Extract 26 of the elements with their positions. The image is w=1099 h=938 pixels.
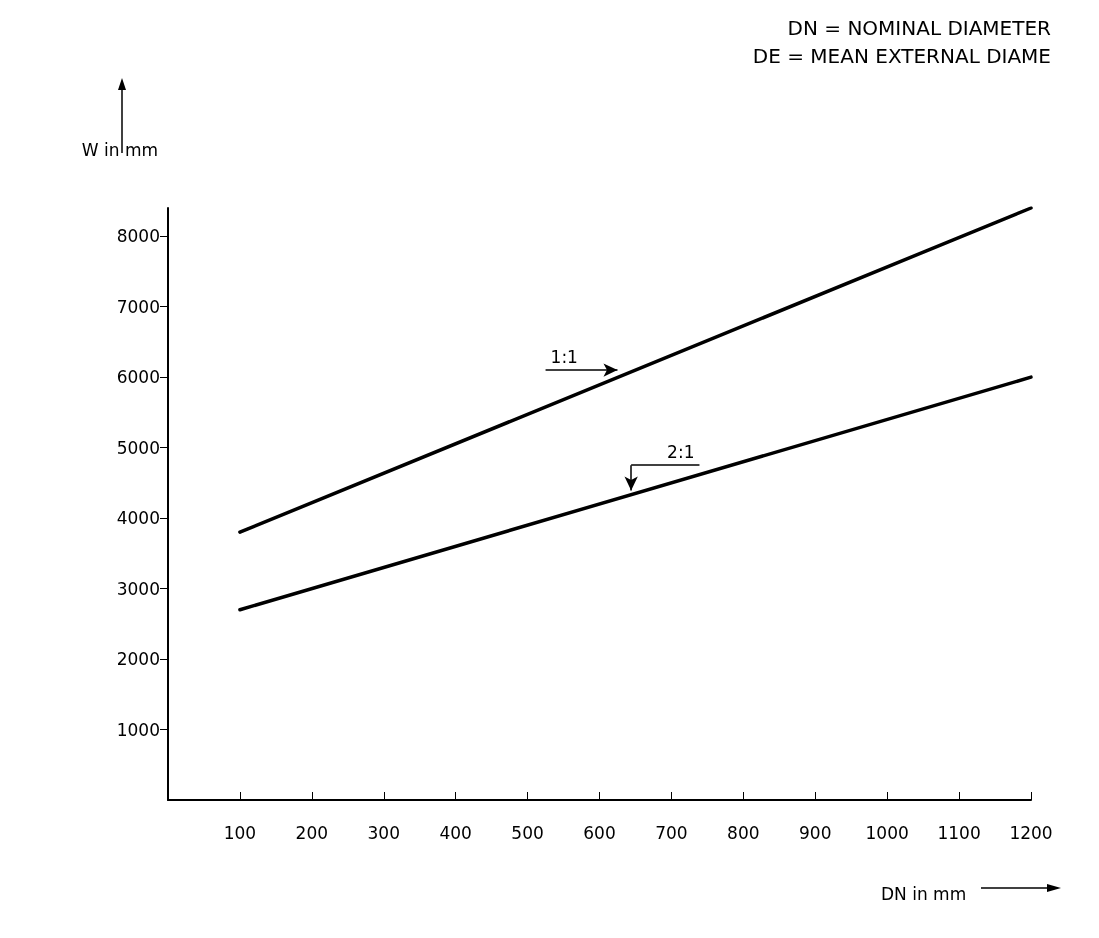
text: DN = NOMINAL DIAMETER	[787, 16, 1052, 40]
x-tick-label: 100	[223, 822, 257, 843]
x-tick-label: 600	[583, 822, 616, 843]
x-tick-label: 900	[799, 822, 832, 843]
x-tick-label: 300	[367, 822, 400, 843]
y-tick-label: 3000	[116, 578, 160, 599]
y-tick-label: 8000	[116, 226, 160, 247]
y-tick-label: 1000	[116, 719, 160, 740]
annotation: 2:1	[667, 441, 695, 462]
x-tick-label: 400	[439, 822, 472, 843]
y-tick-label: 5000	[116, 437, 160, 458]
y-tick-label: 4000	[116, 508, 160, 529]
y-tick-label: 7000	[116, 296, 160, 317]
x-axis-title: DN in mm	[881, 883, 967, 904]
y-tick-label: 6000	[116, 367, 160, 388]
x-tick-label: 200	[295, 822, 329, 843]
x-tick-label: 800	[727, 822, 760, 843]
y-tick-label: 2000	[116, 649, 160, 670]
y-axis-title: W in mm	[81, 139, 158, 160]
x-tick-label: 500	[511, 822, 544, 843]
text: DE = MEAN EXTERNAL DIAME	[752, 44, 1051, 68]
annotation: 1:1	[550, 346, 578, 367]
x-tick-label: 1000	[865, 822, 909, 843]
x-tick-label: 1100	[937, 822, 981, 843]
x-tick-label: 1200	[1009, 822, 1053, 843]
x-tick-label: 700	[655, 822, 688, 843]
